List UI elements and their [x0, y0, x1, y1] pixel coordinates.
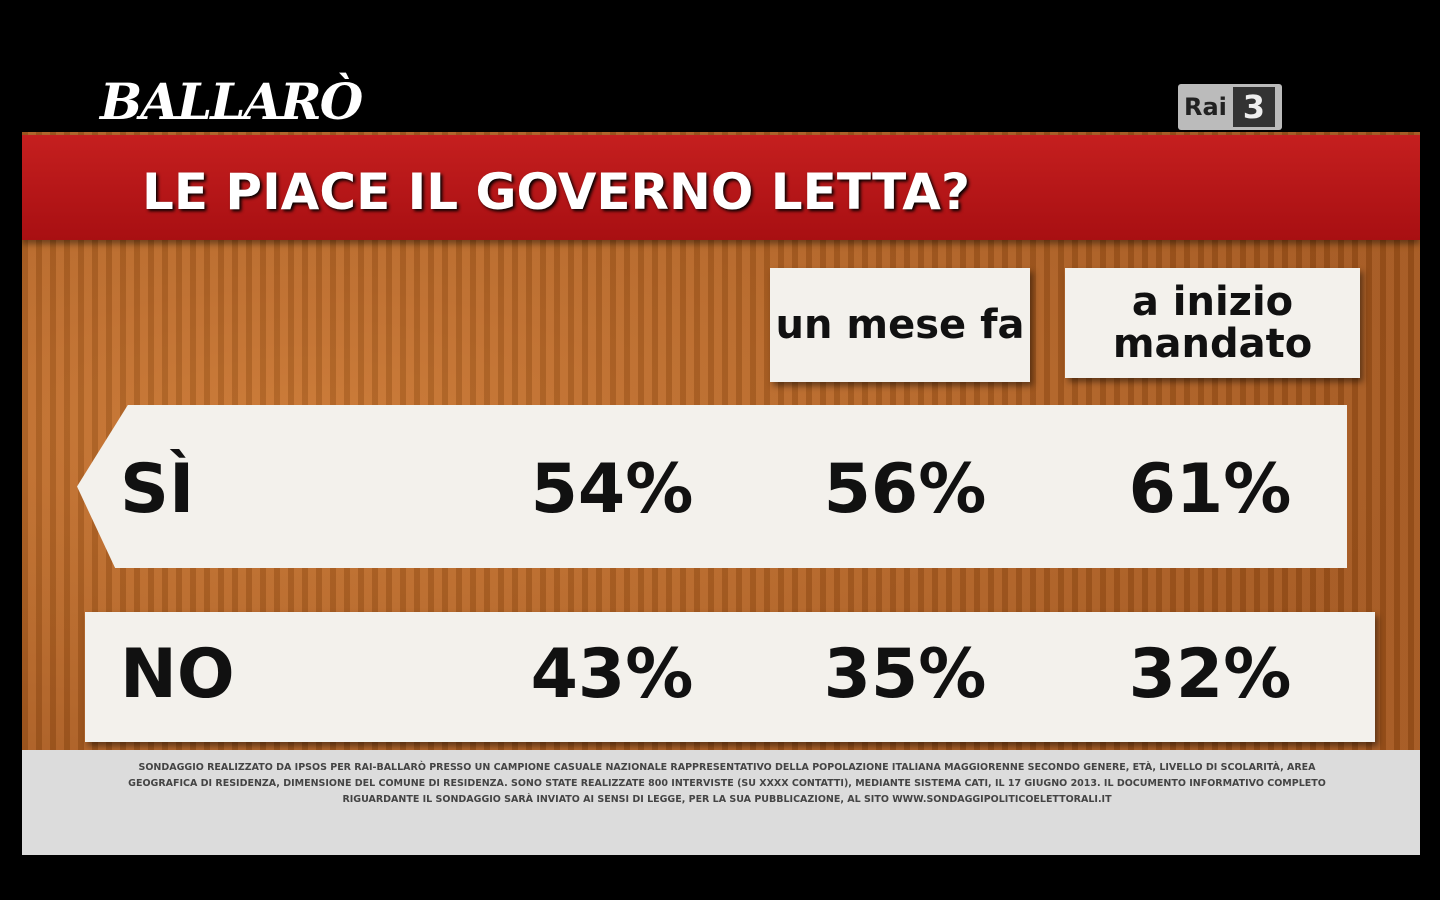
- column-header: a inizio mandato: [1065, 268, 1360, 378]
- panel: LE PIACE IL GOVERNO LETTA? un mese fa a …: [22, 132, 1420, 855]
- row-box: [77, 405, 1347, 568]
- title: LE PIACE IL GOVERNO LETTA?: [142, 163, 971, 221]
- cell: 56%: [823, 450, 987, 529]
- cell: 35%: [823, 635, 987, 714]
- title-band: LE PIACE IL GOVERNO LETTA?: [22, 135, 1420, 240]
- channel-number: 3: [1232, 87, 1275, 127]
- logo: BALLARÒ: [100, 72, 363, 131]
- cell: 32%: [1128, 635, 1292, 714]
- row-label: SÌ: [120, 450, 195, 529]
- row-label: NO: [120, 635, 235, 714]
- footer: SONDAGGIO REALIZZATO DA IPSOS PER RAI-BA…: [22, 750, 1420, 855]
- footnote: SONDAGGIO REALIZZATO DA IPSOS PER RAI-BA…: [128, 762, 1326, 805]
- row-box: [85, 612, 1375, 742]
- channel-badge: Rai 3: [1178, 84, 1282, 130]
- column-header: un mese fa: [770, 268, 1030, 382]
- channel-name: Rai: [1184, 93, 1227, 121]
- cell: 61%: [1128, 450, 1292, 529]
- cell: 43%: [530, 635, 694, 714]
- cell: 54%: [530, 450, 694, 529]
